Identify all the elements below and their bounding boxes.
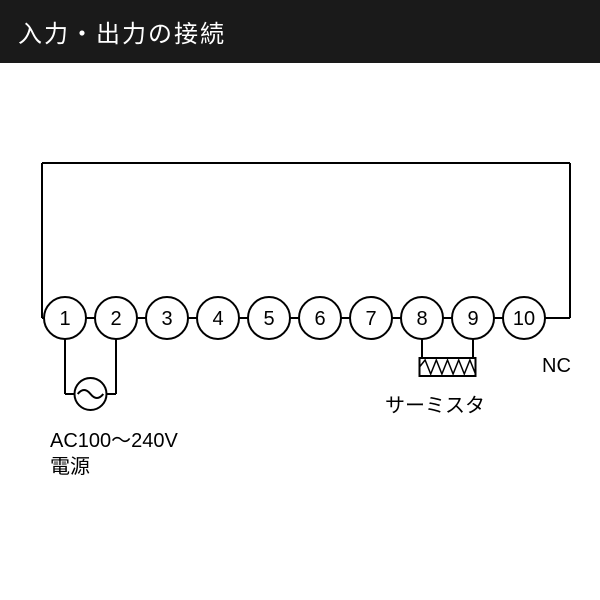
svg-text:4: 4	[212, 308, 223, 330]
header-title: 入力・出力の接続	[18, 21, 226, 48]
svg-text:2: 2	[110, 308, 121, 330]
svg-text:6: 6	[314, 308, 325, 330]
nc-label: NC	[542, 353, 571, 379]
diagram-svg: 1 2 3 4 5 6 7 8 9 10	[0, 63, 600, 583]
ac-source-label-line1: AC100〜240V	[50, 430, 178, 452]
svg-text:10: 10	[513, 308, 535, 330]
svg-text:5: 5	[263, 308, 274, 330]
ac-source-label: AC100〜240V 電源	[50, 428, 178, 480]
terminal-diagram: 1 2 3 4 5 6 7 8 9 10 AC100〜240V 電源 サーミスタ NC	[0, 63, 600, 583]
thermistor-label: サーミスタ	[385, 393, 485, 419]
svg-text:7: 7	[365, 308, 376, 330]
svg-text:1: 1	[59, 308, 70, 330]
ac-source-label-line2: 電源	[50, 456, 90, 478]
svg-text:3: 3	[161, 308, 172, 330]
svg-text:9: 9	[467, 308, 478, 330]
header-bar: 入力・出力の接続	[0, 0, 600, 63]
svg-text:8: 8	[416, 308, 427, 330]
